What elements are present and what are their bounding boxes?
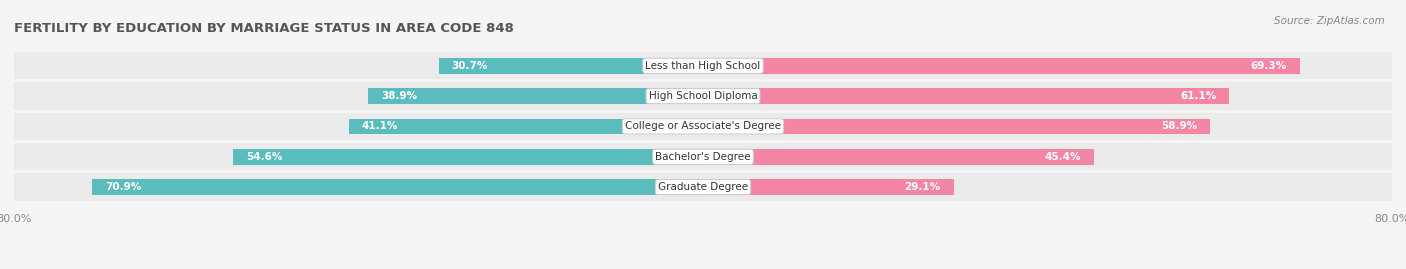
Text: High School Diploma: High School Diploma (648, 91, 758, 101)
Text: 38.9%: 38.9% (381, 91, 418, 101)
Text: 29.1%: 29.1% (904, 182, 941, 192)
Bar (703, 88, 1229, 104)
Bar (703, 149, 1094, 165)
Bar (703, 179, 953, 195)
Text: 61.1%: 61.1% (1180, 91, 1216, 101)
Text: 58.9%: 58.9% (1161, 121, 1198, 132)
Text: 70.9%: 70.9% (105, 182, 142, 192)
Text: FERTILITY BY EDUCATION BY MARRIAGE STATUS IN AREA CODE 848: FERTILITY BY EDUCATION BY MARRIAGE STATU… (14, 22, 515, 35)
Text: Bachelor's Degree: Bachelor's Degree (655, 152, 751, 162)
Bar (93, 179, 703, 195)
Bar (368, 88, 703, 104)
Text: 69.3%: 69.3% (1251, 61, 1286, 71)
Text: Source: ZipAtlas.com: Source: ZipAtlas.com (1274, 16, 1385, 26)
Text: 54.6%: 54.6% (246, 152, 283, 162)
Text: Graduate Degree: Graduate Degree (658, 182, 748, 192)
Bar (439, 58, 703, 74)
Bar (14, 113, 1392, 140)
Bar (233, 149, 703, 165)
Text: 30.7%: 30.7% (451, 61, 488, 71)
Bar (14, 52, 1392, 79)
Bar (703, 58, 1299, 74)
Bar (703, 119, 1211, 134)
Text: College or Associate's Degree: College or Associate's Degree (626, 121, 780, 132)
Bar (14, 174, 1392, 201)
Bar (14, 83, 1392, 110)
Text: Less than High School: Less than High School (645, 61, 761, 71)
Text: 41.1%: 41.1% (361, 121, 398, 132)
Text: 45.4%: 45.4% (1045, 152, 1081, 162)
Bar (349, 119, 703, 134)
Bar (14, 143, 1392, 170)
